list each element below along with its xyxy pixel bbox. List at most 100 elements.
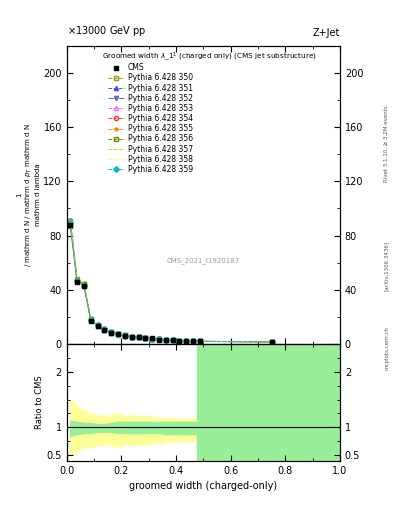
Pythia 6.428 355 <box>157 336 162 343</box>
Pythia 6.428 358 <box>88 317 93 323</box>
Pythia 6.428 359 <box>269 338 274 345</box>
Pythia 6.428 351 <box>143 335 148 341</box>
Pythia 6.428 357 <box>102 327 107 333</box>
CMS <box>157 337 162 343</box>
Pythia 6.428 355 <box>136 334 141 340</box>
Pythia 6.428 353 <box>150 336 154 342</box>
Pythia 6.428 352 <box>157 336 162 343</box>
Pythia 6.428 354 <box>116 331 120 337</box>
Pythia 6.428 358 <box>68 217 73 223</box>
Pythia 6.428 351 <box>170 337 175 343</box>
Pythia 6.428 352 <box>198 338 202 345</box>
Pythia 6.428 352 <box>102 327 107 333</box>
Pythia 6.428 359 <box>81 283 86 289</box>
Pythia 6.428 357 <box>163 337 168 343</box>
Pythia 6.428 355 <box>177 337 182 344</box>
Pythia 6.428 350 <box>81 282 86 288</box>
Pythia 6.428 358 <box>95 323 100 329</box>
Pythia 6.428 350 <box>191 338 195 344</box>
Pythia 6.428 351 <box>81 281 86 287</box>
CMS <box>95 323 100 329</box>
CMS <box>269 339 274 345</box>
Pythia 6.428 351 <box>95 323 100 329</box>
CMS <box>102 327 107 333</box>
X-axis label: groomed width (charged-only): groomed width (charged-only) <box>129 481 277 491</box>
Pythia 6.428 356 <box>68 222 73 228</box>
Pythia 6.428 350 <box>123 332 127 338</box>
Line: Pythia 6.428 355: Pythia 6.428 355 <box>68 219 274 344</box>
Pythia 6.428 355 <box>269 339 274 345</box>
CMS <box>88 318 93 324</box>
Pythia 6.428 352 <box>68 218 73 224</box>
Pythia 6.428 356 <box>102 327 107 333</box>
CMS <box>191 338 195 344</box>
Pythia 6.428 359 <box>177 337 182 344</box>
Pythia 6.428 352 <box>123 332 127 338</box>
Pythia 6.428 357 <box>81 280 86 286</box>
Pythia 6.428 351 <box>116 331 120 337</box>
Y-axis label: 1
/ mathrm d N / mathrm d $p_T$ mathrm d N
mathrm d lambda: 1 / mathrm d N / mathrm d $p_T$ mathrm d… <box>16 123 40 267</box>
Pythia 6.428 353 <box>177 337 182 344</box>
Pythia 6.428 359 <box>198 338 202 345</box>
Pythia 6.428 355 <box>123 332 127 338</box>
Pythia 6.428 350 <box>95 323 100 329</box>
Pythia 6.428 352 <box>116 331 120 337</box>
Pythia 6.428 350 <box>109 329 114 335</box>
Text: Z+Jet: Z+Jet <box>312 28 340 38</box>
Pythia 6.428 357 <box>88 317 93 323</box>
Pythia 6.428 350 <box>143 335 148 341</box>
Pythia 6.428 352 <box>136 334 141 340</box>
Pythia 6.428 355 <box>102 327 107 333</box>
Pythia 6.428 358 <box>81 282 86 288</box>
Pythia 6.428 353 <box>88 316 93 322</box>
Pythia 6.428 353 <box>163 337 168 343</box>
Pythia 6.428 359 <box>170 337 175 344</box>
Pythia 6.428 352 <box>170 337 175 344</box>
Pythia 6.428 356 <box>95 323 100 329</box>
Line: Pythia 6.428 359: Pythia 6.428 359 <box>68 221 274 344</box>
Pythia 6.428 350 <box>68 219 73 225</box>
CMS <box>109 330 114 336</box>
Pythia 6.428 352 <box>184 338 189 344</box>
Pythia 6.428 356 <box>177 337 182 344</box>
Pythia 6.428 354 <box>191 338 195 344</box>
Pythia 6.428 357 <box>150 336 154 342</box>
CMS <box>123 333 127 339</box>
Pythia 6.428 359 <box>150 335 154 342</box>
Pythia 6.428 352 <box>95 323 100 329</box>
Pythia 6.428 356 <box>170 337 175 343</box>
Pythia 6.428 350 <box>75 276 79 283</box>
Pythia 6.428 351 <box>109 329 114 335</box>
Pythia 6.428 353 <box>191 338 195 344</box>
Text: $\times$13000 GeV pp: $\times$13000 GeV pp <box>67 25 146 38</box>
Pythia 6.428 359 <box>68 220 73 226</box>
Pythia 6.428 354 <box>75 278 79 284</box>
Pythia 6.428 350 <box>150 335 154 342</box>
Pythia 6.428 353 <box>269 339 274 345</box>
CMS <box>163 337 168 343</box>
Pythia 6.428 351 <box>102 327 107 333</box>
Pythia 6.428 359 <box>95 322 100 328</box>
Line: Pythia 6.428 351: Pythia 6.428 351 <box>68 218 274 344</box>
Pythia 6.428 356 <box>143 335 148 341</box>
Pythia 6.428 357 <box>116 331 120 337</box>
Pythia 6.428 351 <box>184 338 189 344</box>
Pythia 6.428 354 <box>198 338 202 345</box>
Pythia 6.428 351 <box>150 335 154 342</box>
CMS <box>75 279 79 285</box>
Line: Pythia 6.428 356: Pythia 6.428 356 <box>68 223 274 344</box>
Pythia 6.428 351 <box>129 334 134 340</box>
Pythia 6.428 354 <box>143 335 148 342</box>
Pythia 6.428 356 <box>129 334 134 340</box>
Pythia 6.428 357 <box>191 338 195 344</box>
Pythia 6.428 355 <box>109 329 114 335</box>
Pythia 6.428 354 <box>129 334 134 340</box>
Pythia 6.428 359 <box>129 334 134 340</box>
Pythia 6.428 350 <box>116 331 120 337</box>
Line: CMS: CMS <box>68 222 274 344</box>
Pythia 6.428 352 <box>109 329 114 335</box>
Pythia 6.428 351 <box>163 337 168 343</box>
Pythia 6.428 354 <box>136 334 141 340</box>
Pythia 6.428 354 <box>88 317 93 323</box>
Pythia 6.428 352 <box>150 336 154 342</box>
